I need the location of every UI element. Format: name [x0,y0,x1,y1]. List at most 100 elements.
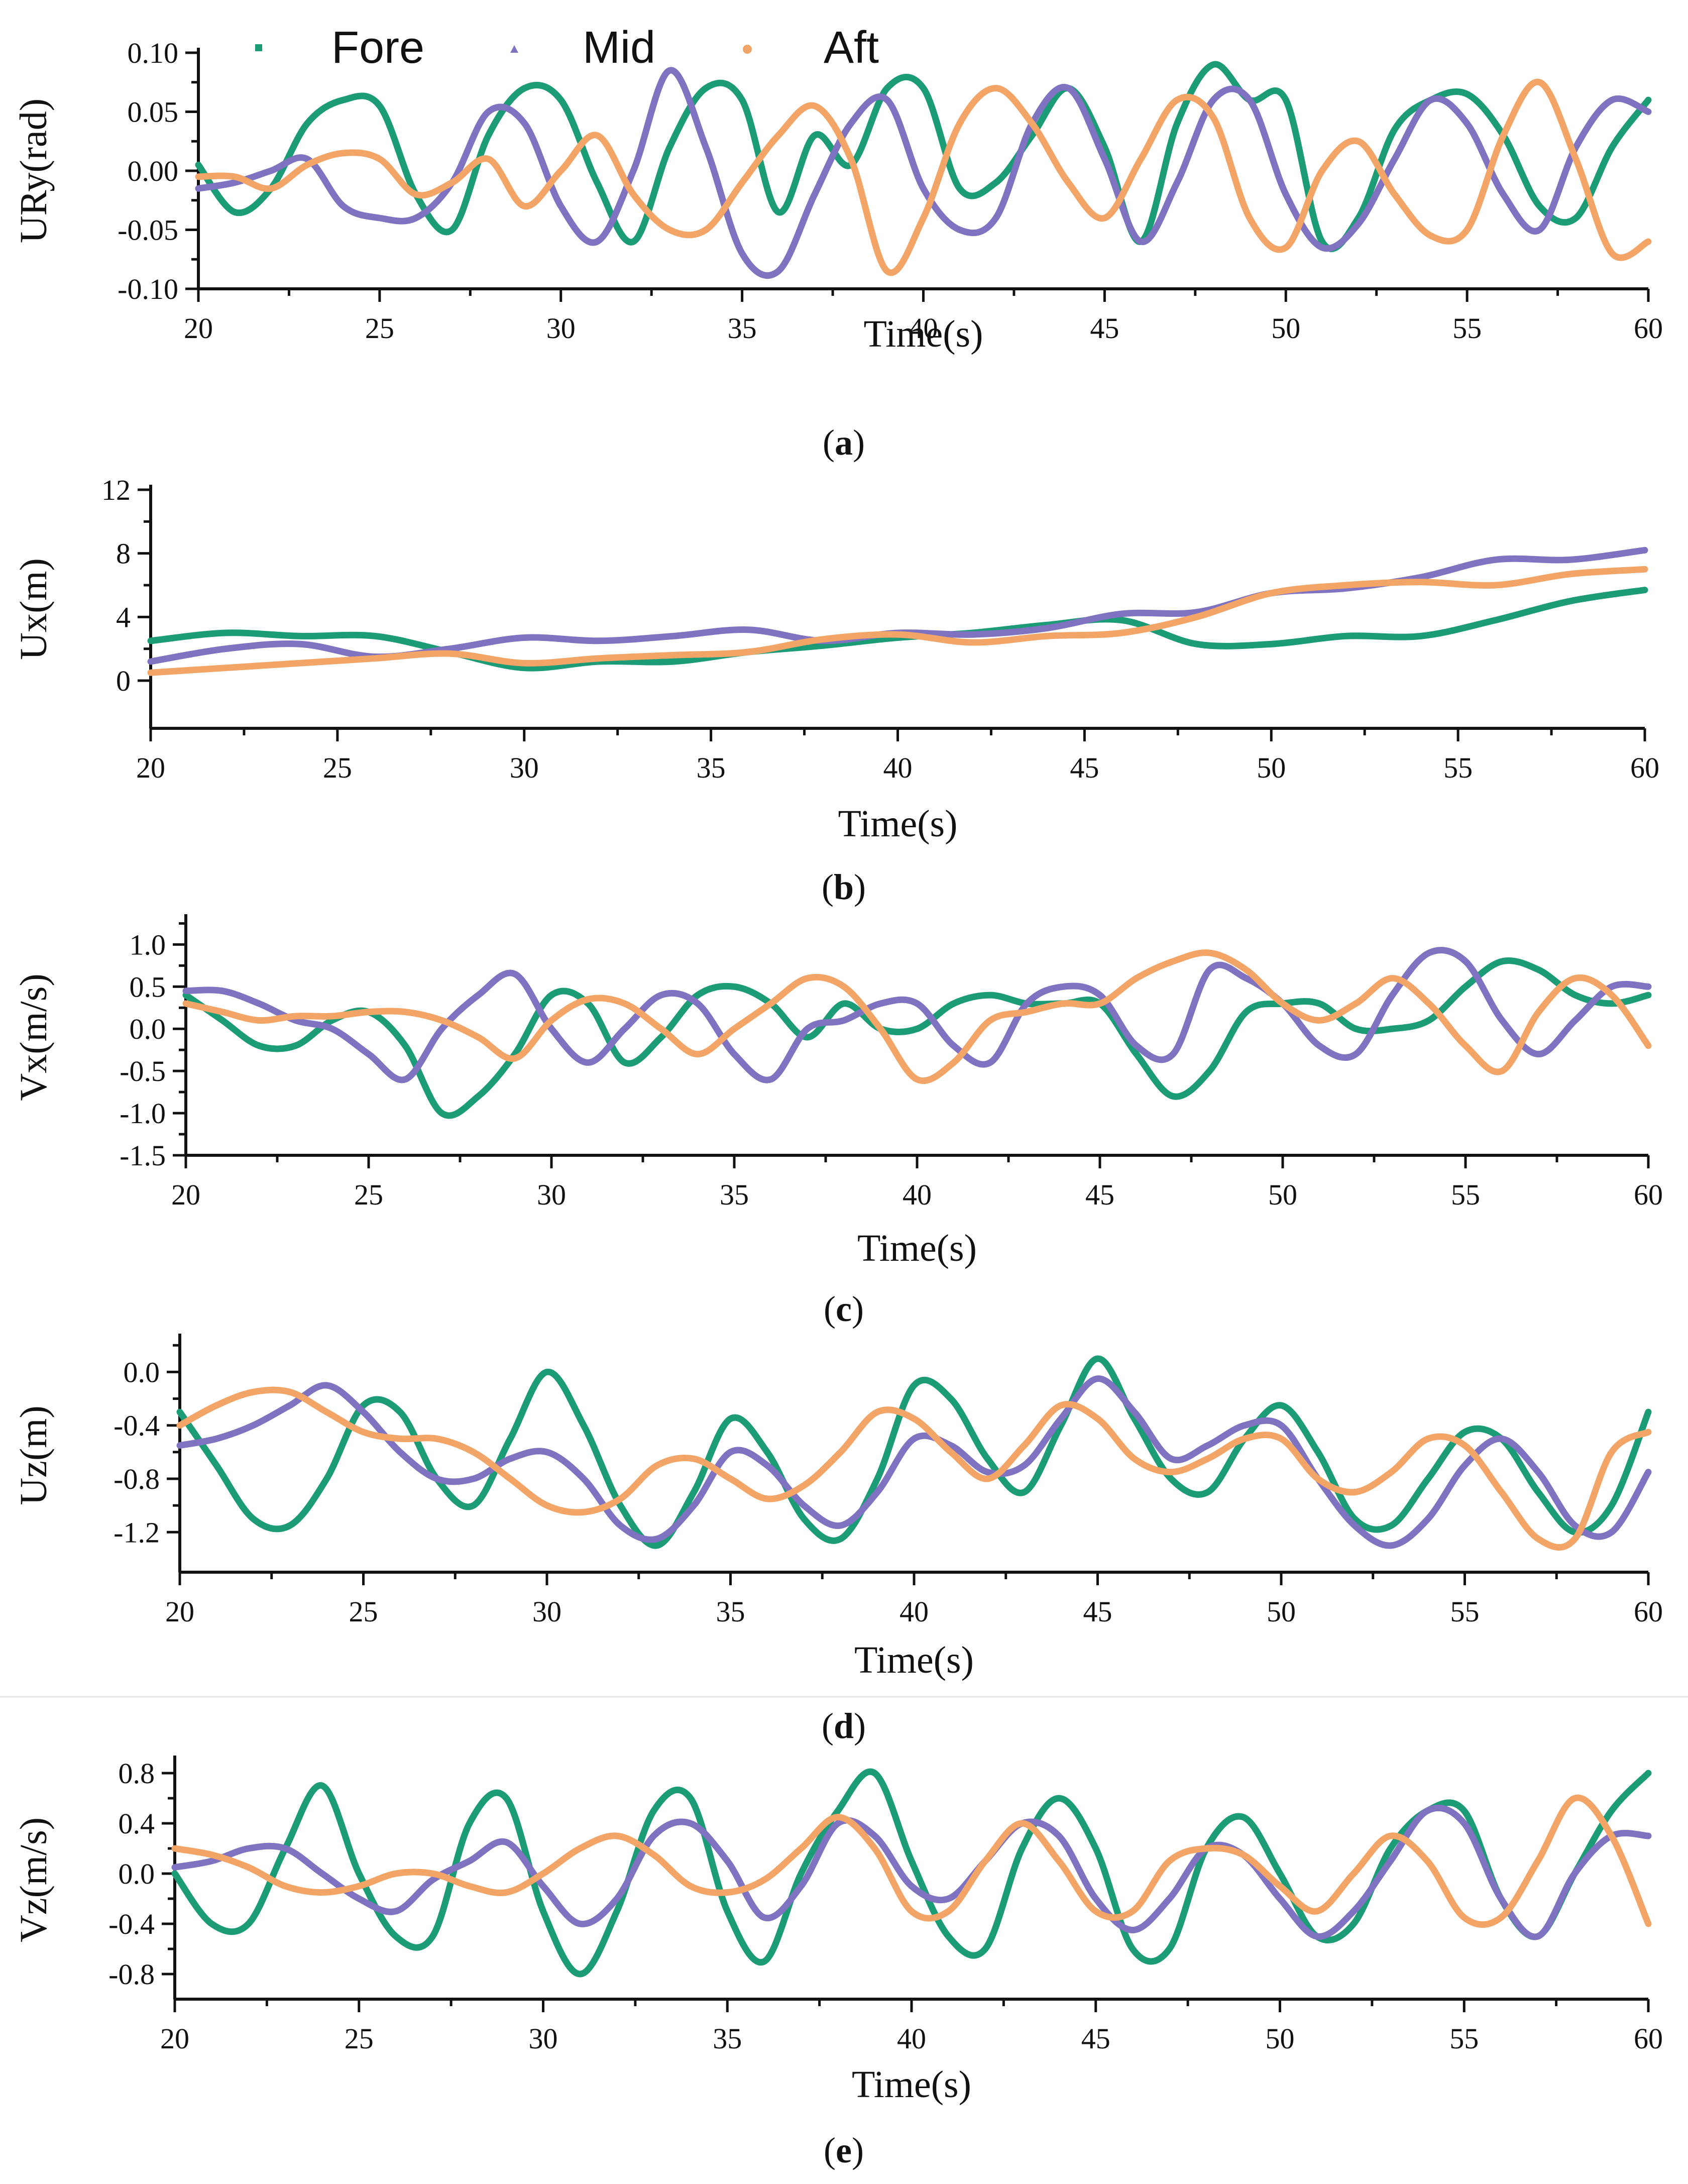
panel-c-x-tick-label: 20 [171,1178,200,1211]
panel-b-x-tick-label: 35 [697,751,726,784]
panel-a-x-tick-label: 30 [546,312,576,345]
panel-e-x-tick-label: 40 [897,2022,926,2055]
panel-d-caption-letter: d [834,1706,854,1746]
panel-d-x-tick-label: 50 [1267,1595,1296,1628]
panel-b-x-tick-label: 45 [1070,751,1099,784]
panel-a-x-tick-label: 40 [909,312,938,345]
panel-c-x-tick-label: 30 [537,1178,566,1211]
panel-b-y-tick-label: 4 [116,601,131,633]
panel-e-series-aft-line [171,1794,1652,1928]
panel-e: 20 25 30 35 40 45 50 55 60 -0.8 -0.4 0.0 0.4 0.8 Time(… [13,1756,1663,2170]
panel-e-x-tick-label: 30 [529,2022,558,2055]
panel-a-y-tick-label: 0.10 [128,37,179,69]
panel-d-y-tick-label: -0.8 [114,1463,160,1495]
panel-a-x-tick-label: 35 [728,312,757,345]
panel-c-x-axis-title: Time(s) [857,1227,977,1269]
panel-d-x-axis-title: Time(s) [854,1639,974,1681]
panel-c-y-tick-label: 0.5 [130,970,166,1003]
panel-d-caption-open: ( [822,1706,834,1746]
panel-d: 20 25 30 35 40 45 50 55 60 -1.2 -0.8 -0.4 0.0 Time(s)… [13,1334,1663,1746]
panel-d-x-tick-label: 20 [165,1595,194,1628]
panel-d-y-tick-label: -0.4 [114,1409,160,1442]
panel-e-y-tick-label: 0.0 [119,1858,155,1890]
panel-d-y-tick-label: 0.0 [124,1356,160,1388]
panel-c-caption-close: ) [852,1289,864,1329]
legend-marker-mid [510,45,518,53]
panel-a-series-mid-line [195,67,1652,279]
panel-c-caption-open: ( [824,1289,836,1329]
panel-b-x-tick-label: 20 [136,751,165,784]
panel-a-caption-letter: a [835,422,853,463]
panel-b-caption-letter: b [834,867,854,907]
panel-e-x-tick-label: 55 [1449,2022,1479,2055]
panel-d-x-tick-label: 60 [1634,1595,1663,1628]
panel-d-caption-close: ) [854,1706,866,1746]
panel-d-y-tick-label: -1.2 [114,1516,160,1549]
panel-e-caption-close: ) [852,2130,864,2170]
panel-e-series-fore-line [171,1768,1652,1978]
panel-e-y-tick-label: 0.4 [119,1807,155,1840]
panel-b-series-aft-line [147,566,1648,676]
panel-a-y-tick-label: -0.10 [118,273,178,305]
legend-label-aft: Aft [824,23,879,73]
panel-a-caption-close: ) [853,422,865,463]
panel-a-x-tick-label: 45 [1090,312,1119,345]
panel-a-caption-open: ( [823,422,835,463]
panel-e-caption-letter: e [836,2130,852,2170]
panel-a-y-tick-label: 0.05 [128,96,179,129]
panel-b-x-tick-label: 60 [1630,751,1659,784]
panel-e-x-tick-label: 20 [160,2022,189,2055]
panel-c-x-tick-label: 50 [1268,1178,1297,1211]
panel-e-x-axis-title: Time(s) [852,2063,971,2106]
panel-d-x-tick-label: 30 [532,1595,561,1628]
panel-c-caption: (c) [824,1289,864,1329]
panel-b-x-axis-title: Time(s) [838,803,958,845]
panel-a-y-axis-title: URy(rad) [13,98,55,243]
panel-c-x-tick-label: 60 [1634,1178,1663,1211]
panel-d-series-mid-line [176,1375,1652,1549]
panel-a: 20 25 30 35 40 45 50 55 60 -0.10 -0.05 0.00 0.05 0.10… [13,37,1663,463]
panel-e-y-tick-label: -0.4 [108,1908,155,1940]
panel-e-x-tick-label: 50 [1266,2022,1295,2055]
panel-a-x-tick-label: 55 [1452,312,1482,345]
panel-e-y-tick-label: 0.8 [119,1757,155,1790]
panel-b-x-tick-label: 25 [323,751,352,784]
panel-c-y-tick-label: 1.0 [130,928,166,961]
panel-a-x-axis-title: Time(s) [864,313,983,355]
panel-d-x-tick-label: 25 [349,1595,378,1628]
panel-d-x-tick-label: 35 [716,1595,745,1628]
panel-d-x-tick-label: 40 [899,1595,929,1628]
panel-b-caption-close: ) [854,867,866,907]
panel-c: 20 25 30 35 40 45 50 55 60 -1.5 -1.0 -0.5 0.0 0.5 1.0 T… [13,914,1663,1329]
panel-c-x-tick-label: 35 [720,1178,749,1211]
legend-marker-aft [743,45,752,54]
panel-c-series-mid-line [182,947,1652,1083]
panel-c-y-tick-label: -1.5 [120,1139,166,1172]
panel-c-x-tick-label: 55 [1451,1178,1480,1211]
panel-e-y-tick-label: -0.8 [108,1958,155,1991]
panel-b-x-tick-label: 30 [510,751,539,784]
panel-e-y-axis-title: Vz(m/s) [13,1817,55,1942]
panel-b-series-mid-line [147,547,1648,665]
panel-b-y-tick-label: 12 [101,474,131,506]
panel-b-caption: (b) [822,867,866,907]
panel-b: 20 25 30 35 40 45 50 55 60 0 4 8 12 Time(s) Ux(m) (b) [13,474,1659,907]
panel-c-x-tick-label: 45 [1085,1178,1114,1211]
panel-b-x-tick-label: 55 [1443,751,1473,784]
panel-d-y-axis-title: Uz(m) [13,1405,55,1505]
panel-c-y-tick-label: -1.0 [120,1097,166,1130]
panel-b-y-tick-label: 8 [116,537,131,570]
panel-a-series-aft-line [195,78,1652,276]
panel-b-x-tick-label: 50 [1257,751,1286,784]
panel-a-x-tick-label: 25 [365,312,394,345]
panel-e-x-tick-label: 60 [1634,2022,1663,2055]
legend-label-fore: Fore [331,23,424,73]
panel-c-x-tick-label: 25 [354,1178,383,1211]
panel-a-x-tick-label: 50 [1271,312,1300,345]
panel-d-x-tick-label: 55 [1450,1595,1480,1628]
panel-e-x-tick-label: 35 [713,2022,742,2055]
panel-a-caption: (a) [823,422,865,463]
legend-label-mid: Mid [583,23,655,73]
panel-c-y-tick-label: 0.0 [130,1013,166,1045]
